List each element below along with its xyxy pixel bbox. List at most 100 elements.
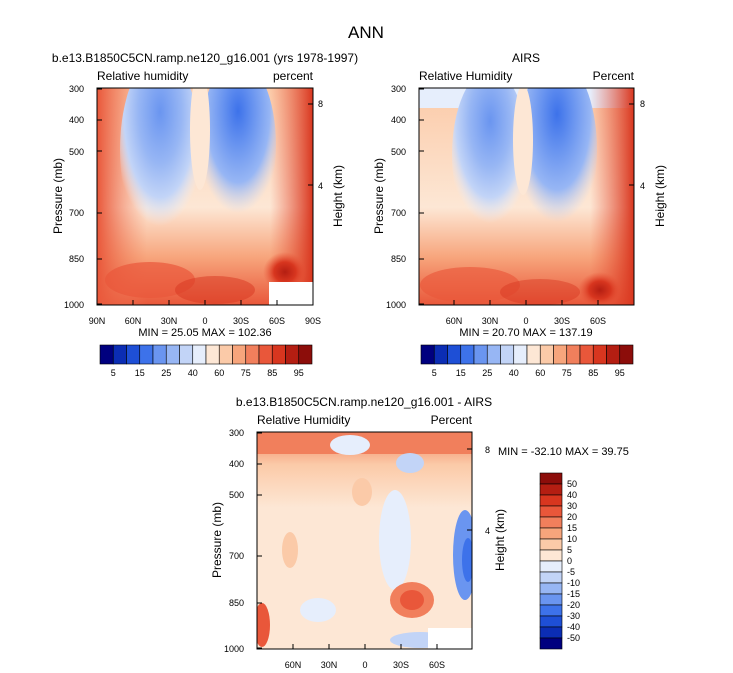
colorbar-label: 75: [562, 368, 572, 378]
colorbar-box: [592, 344, 607, 365]
colorbar-box: [513, 344, 528, 365]
y-tick-label: 400: [391, 115, 406, 125]
contour-field: [419, 88, 634, 305]
y-tick-label: 500: [391, 147, 406, 157]
colorbar-box: [539, 571, 563, 584]
colorbar-box: [473, 344, 488, 365]
colorbar-box: [112, 344, 127, 365]
colorbar-box: [526, 344, 541, 365]
y-ticks: 300 400 500 700 850 1000 8 4: [224, 428, 490, 654]
colorbar-box: [447, 344, 462, 365]
colorbar-box: [179, 344, 194, 365]
x-tick-label: 0: [523, 316, 528, 326]
panel-difference: b.e13.B1850C5CN.ramp.ne120_g16.001 - AIR…: [210, 395, 629, 670]
y-tick-label: 1000: [386, 300, 406, 310]
colorbar-model: 5 15 25 40 60 75 85 95: [99, 344, 313, 378]
y2-axis-label: Height (km): [331, 165, 345, 227]
panel-left-label: Relative Humidity: [257, 413, 350, 427]
x-tick-label: 90N: [89, 316, 106, 326]
y-tick-label: 300: [69, 84, 84, 94]
colorbar-box: [245, 344, 260, 365]
colorbar-label: 0: [567, 556, 572, 566]
colorbar-box: [539, 527, 563, 540]
y-tick-label: 500: [229, 490, 244, 500]
colorbar-box: [258, 344, 273, 365]
colorbar-label: -5: [567, 567, 575, 577]
colorbar-box: [420, 344, 435, 365]
colorbar-box: [539, 549, 563, 562]
colorbar-box: [139, 344, 154, 365]
figure-title: ANN: [348, 23, 384, 42]
panel-title: AIRS: [512, 51, 540, 65]
colorbar-box: [99, 344, 114, 365]
x-tick-label: 30S: [393, 660, 409, 670]
x-ticks: 60N 30N 0 30S 60S: [285, 644, 445, 670]
y-axis-label: Pressure (mb): [210, 502, 224, 578]
colorbar-box: [486, 344, 501, 365]
panel-title: b.e13.B1850C5CN.ramp.ne120_g16.001 (yrs …: [52, 51, 358, 65]
x-ticks: 90N 60N 30N 0 30S 60S 90S: [89, 300, 321, 326]
colorbar-label: 85: [267, 368, 277, 378]
colorbar-box: [539, 494, 563, 507]
min-max-label: MIN = 25.05 MAX = 102.36: [138, 327, 271, 339]
y2-axis-label: Height (km): [493, 509, 507, 571]
x-tick-label: 0: [202, 316, 207, 326]
colorbar-box: [579, 344, 594, 365]
x-tick-label: 30N: [161, 316, 178, 326]
colorbar-label: -30: [567, 611, 580, 621]
colorbar-label: 95: [294, 368, 304, 378]
colorbar-airs: 5 15 25 40 60 75 85 95: [420, 344, 634, 378]
colorbar-box: [539, 560, 563, 573]
colorbar-box: [126, 344, 141, 365]
colorbar-label: 20: [567, 512, 577, 522]
x-tick-label: 60N: [285, 660, 302, 670]
colorbar-box: [539, 582, 563, 595]
panel-right-label: Percent: [593, 69, 635, 83]
panel-right-label: percent: [273, 69, 314, 83]
colorbar-box: [433, 344, 448, 365]
colorbar-box: [460, 344, 475, 365]
colorbar-box: [619, 344, 634, 365]
colorbar-box: [232, 344, 247, 365]
panel-model: b.e13.B1850C5CN.ramp.ne120_g16.001 (yrs …: [51, 51, 358, 339]
colorbar-box: [539, 344, 554, 365]
y-axis-label: Pressure (mb): [372, 158, 386, 234]
x-ticks: 60N 30N 0 30S 60S: [446, 300, 606, 326]
y-tick-label: 700: [229, 551, 244, 561]
panel-airs: AIRS Relative Humidity Percent Pressure …: [372, 51, 667, 339]
colorbar-label: 15: [135, 368, 145, 378]
x-tick-label: 30S: [554, 316, 570, 326]
colorbar-label: -40: [567, 622, 580, 632]
x-tick-label: 90S: [305, 316, 321, 326]
colorbar-label: 40: [567, 490, 577, 500]
colorbar-box: [539, 538, 563, 551]
y-tick-label: 400: [229, 459, 244, 469]
y-tick-label: 850: [229, 598, 244, 608]
y-ticks: 300 400 500 700 850 1000 8 4: [64, 84, 323, 310]
y-tick-label: 850: [69, 254, 84, 264]
y2-tick-label: 4: [485, 526, 490, 536]
contour-field: [97, 88, 313, 305]
colorbar-label: 95: [615, 368, 625, 378]
colorbar-label: 40: [509, 368, 519, 378]
colorbar-box: [152, 344, 167, 365]
colorbar-box: [218, 344, 233, 365]
x-tick-label: 60N: [125, 316, 142, 326]
colorbar-box: [539, 604, 563, 617]
colorbar-box: [553, 344, 568, 365]
colorbar-box: [539, 516, 563, 529]
colorbar-label: 25: [482, 368, 492, 378]
colorbar-box: [606, 344, 621, 365]
colorbar-box: [539, 615, 563, 628]
colorbar-box: [539, 637, 563, 650]
colorbar-label: -50: [567, 633, 580, 643]
min-max-label: MIN = -32.10 MAX = 39.75: [498, 446, 629, 458]
y2-tick-label: 8: [318, 99, 323, 109]
y2-tick-label: 8: [640, 99, 645, 109]
colorbar-label: 85: [588, 368, 598, 378]
colorbar-label: 5: [111, 368, 116, 378]
colorbar-label: 60: [214, 368, 224, 378]
colorbar-box: [298, 344, 313, 365]
y-tick-label: 300: [229, 428, 244, 438]
